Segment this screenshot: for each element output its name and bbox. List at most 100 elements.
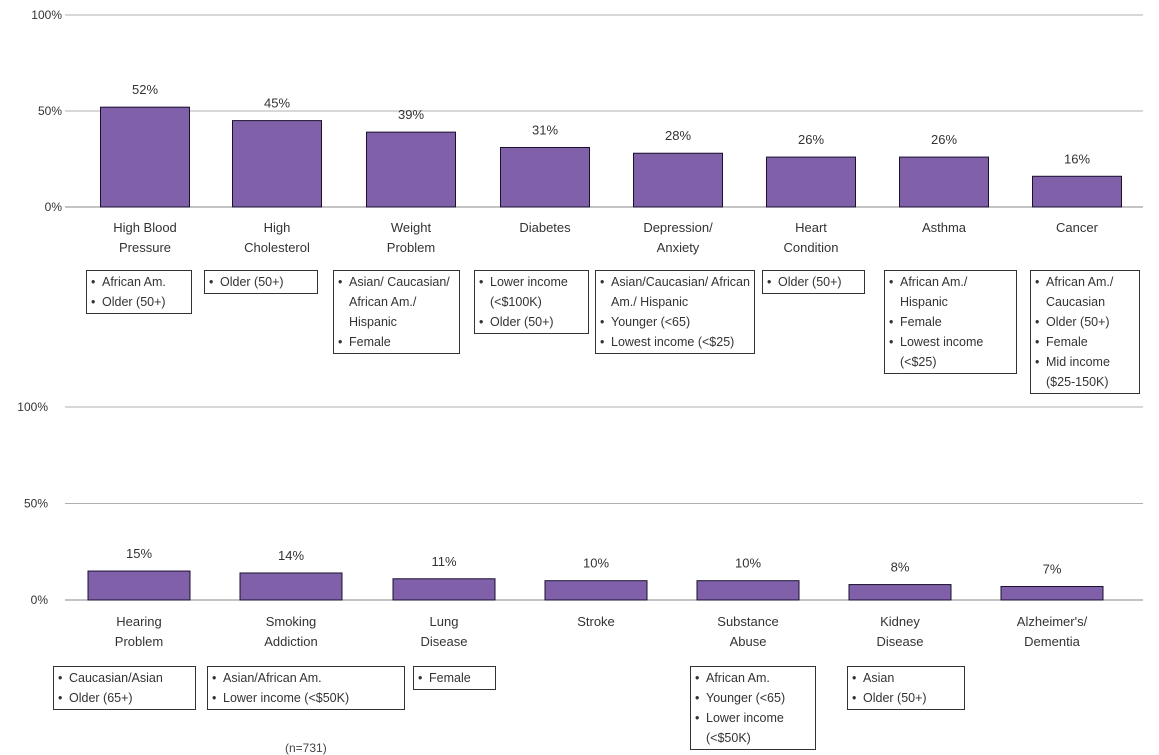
chart2-bar <box>544 580 648 601</box>
chart1-category-label: Pressure <box>119 240 171 255</box>
note-item: Female <box>417 668 491 688</box>
chart1-category-label: Depression/ <box>643 220 713 235</box>
note-item: African Am./ Caucasian <box>1034 272 1135 312</box>
chart1-bar <box>500 146 590 208</box>
chart2-category-label: Kidney <box>880 614 920 629</box>
note-item: Older (50+) <box>851 688 960 708</box>
chart1-value-label: 26% <box>931 132 957 147</box>
chart2-value-label: 14% <box>278 548 304 563</box>
chart1-demographic-note: African Am./ CaucasianOlder (50+)FemaleM… <box>1030 270 1140 394</box>
chart1-category-label: High Blood <box>113 220 177 235</box>
chart1-bar <box>899 156 989 208</box>
chart2-category-label: Disease <box>877 634 924 649</box>
chart1-bar <box>766 156 856 208</box>
chart2-demographic-note: Asian/African Am.Lower income (<$50K) <box>207 666 405 710</box>
chart1-bar <box>232 120 322 208</box>
note-item: Lower income (<$100K) <box>478 272 584 312</box>
note-item: Older (65+) <box>57 688 191 708</box>
note-list: Asian/Caucasian/ African Am./ HispanicYo… <box>599 272 750 352</box>
note-list: Asian/ Caucasian/ African Am./ HispanicF… <box>337 272 455 352</box>
chart2-category-label: Addiction <box>264 634 317 649</box>
chart2-bar <box>392 578 496 601</box>
note-item: Lower income (<$50K) <box>211 688 400 708</box>
chart1-demographic-note: African Am.Older (50+) <box>86 270 192 314</box>
chart2-category-label: Dementia <box>1024 634 1080 649</box>
note-item: Female <box>888 312 1012 332</box>
chart2-y-tick-label: 100% <box>17 400 48 414</box>
chart1-category-label: Anxiety <box>657 240 700 255</box>
chart2-category-label: Smoking <box>266 614 317 629</box>
note-item: African Am. <box>90 272 187 292</box>
note-item: African Am. <box>694 668 811 688</box>
note-item: Asian <box>851 668 960 688</box>
chart1-y-tick-label: 50% <box>38 104 62 118</box>
chart1-demographic-note: Asian/Caucasian/ African Am./ HispanicYo… <box>595 270 755 354</box>
chart2-value-label: 10% <box>735 556 761 571</box>
chart2-category-label: Stroke <box>577 614 615 629</box>
chart1-value-label: 45% <box>264 96 290 111</box>
note-item: Female <box>1034 332 1135 352</box>
chart1-category-label: Cholesterol <box>244 240 310 255</box>
chart2-bar <box>239 572 343 601</box>
note-item: Asian/ Caucasian/ African Am./ Hispanic <box>337 272 455 332</box>
chart2-category-label: Abuse <box>730 634 767 649</box>
note-list: Caucasian/AsianOlder (65+) <box>57 668 191 708</box>
chart1-value-label: 39% <box>398 107 424 122</box>
note-item: Older (50+) <box>208 272 313 292</box>
chart2-category-label: Hearing <box>116 614 162 629</box>
chart1-y-tick-label: 100% <box>31 8 62 22</box>
chart2-value-label: 8% <box>891 560 910 575</box>
chart1-demographic-note: Lower income (<$100K)Older (50+) <box>474 270 589 334</box>
chart1-bar <box>1032 175 1122 208</box>
chart2-demographic-note: African Am.Younger (<65)Lower income (<$… <box>690 666 816 750</box>
chart2-demographic-note: Caucasian/AsianOlder (65+) <box>53 666 196 710</box>
note-item: Older (50+) <box>766 272 860 292</box>
chart1-category-label: Problem <box>387 240 435 255</box>
chart2-value-label: 15% <box>126 546 152 561</box>
chart2-category-label: Problem <box>115 634 163 649</box>
chart1-category-label: High <box>264 220 291 235</box>
chart1-value-label: 16% <box>1064 151 1090 166</box>
note-list: AsianOlder (50+) <box>851 668 960 708</box>
chart1-demographic-note: Older (50+) <box>762 270 865 294</box>
chart1-demographic-note: Asian/ Caucasian/ African Am./ HispanicF… <box>333 270 460 354</box>
note-list: African Am.Younger (<65)Lower income (<$… <box>694 668 811 748</box>
chart1-y-tick-label: 0% <box>45 200 63 214</box>
chart2-value-label: 7% <box>1043 561 1062 576</box>
chart2-demographic-note: AsianOlder (50+) <box>847 666 965 710</box>
chart2-y-tick-label: 50% <box>24 497 48 511</box>
note-list: African Am./ HispanicFemaleLowest income… <box>888 272 1012 372</box>
note-item: Mid income ($25-150K) <box>1034 352 1135 392</box>
chart1-bar <box>633 152 723 208</box>
note-item: Caucasian/Asian <box>57 668 191 688</box>
chart2-category-label: Disease <box>421 634 468 649</box>
chart2-bar <box>87 570 191 601</box>
note-item: Asian/African Am. <box>211 668 400 688</box>
chart1-value-label: 31% <box>532 122 558 137</box>
note-list: Older (50+) <box>208 272 313 292</box>
chart2-bar <box>848 584 952 601</box>
chart2-y-tick-label: 0% <box>31 593 49 607</box>
note-list: African Am./ CaucasianOlder (50+)FemaleM… <box>1034 272 1135 392</box>
note-list: Lower income (<$100K)Older (50+) <box>478 272 584 332</box>
chart1-category-label: Cancer <box>1056 220 1099 235</box>
chart1-category-label: Heart <box>795 220 827 235</box>
note-item: Lowest income (<$25) <box>599 332 750 352</box>
chart2-category-label: Lung <box>430 614 459 629</box>
chart1-category-label: Weight <box>391 220 432 235</box>
note-item: Female <box>337 332 455 352</box>
chart2-bar <box>1000 585 1104 601</box>
chart2-category-label: Alzheimer's/ <box>1017 614 1088 629</box>
chart2-value-label: 11% <box>431 554 456 569</box>
chart1-bar <box>100 106 190 208</box>
note-list: Older (50+) <box>766 272 860 292</box>
note-item: Older (50+) <box>478 312 584 332</box>
note-item: Older (50+) <box>1034 312 1135 332</box>
chart1-demographic-note: Older (50+) <box>204 270 318 294</box>
note-item: African Am./ Hispanic <box>888 272 1012 312</box>
chart1-category-label: Condition <box>784 240 839 255</box>
sample-size-footnote: (n=731) <box>285 741 327 755</box>
chart1-category-label: Asthma <box>922 220 967 235</box>
chart2-category-label: Substance <box>717 614 778 629</box>
